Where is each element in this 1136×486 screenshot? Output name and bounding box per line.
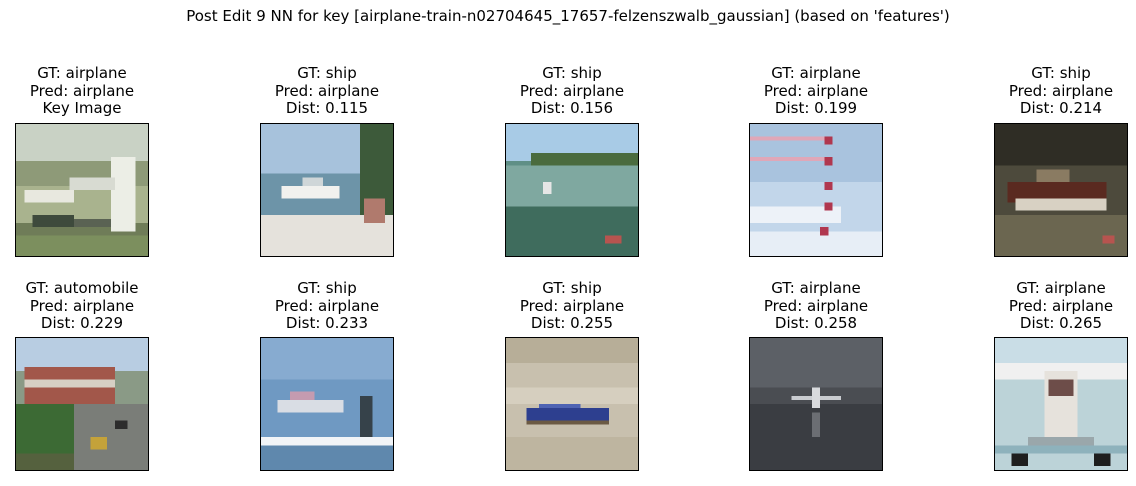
gt-label: GT: ship (297, 64, 357, 82)
pred-label: Pred: airplane (274, 296, 380, 315)
pred-label: Pred: airplane (519, 81, 625, 100)
neighbor-thumbnail (994, 123, 1128, 257)
neighbor-thumbnail (749, 337, 883, 471)
panel-1: GT: airplane Pred: airplane Key Image (0, 64, 172, 257)
panel-9: GT: airplane Pred: airplane Dist: 0.258 (726, 279, 906, 471)
pred-label: Pred: airplane (519, 296, 625, 315)
gt-label: GT: ship (1031, 64, 1091, 82)
neighbor-thumbnail (505, 337, 639, 471)
distance-label: Dist: 0.115 (285, 99, 369, 117)
distance-label: Dist: 0.258 (774, 314, 858, 332)
panel-7: GT: ship Pred: airplane Dist: 0.233 (237, 279, 417, 471)
distance-label: Dist: 0.265 (1019, 314, 1103, 332)
panel-5: GT: ship Pred: airplane Dist: 0.214 (971, 64, 1136, 257)
gt-label: GT: airplane (37, 64, 127, 82)
neighbor-thumbnail (260, 123, 394, 257)
panel-2: GT: ship Pred: airplane Dist: 0.115 (237, 64, 417, 257)
gt-label: GT: ship (542, 64, 602, 82)
gt-label: GT: automobile (25, 279, 139, 297)
panel-3: GT: ship Pred: airplane Dist: 0.156 (482, 64, 662, 257)
distance-label: Dist: 0.156 (530, 99, 614, 117)
figure-title: Post Edit 9 NN for key [airplane-train-n… (186, 7, 950, 25)
panel-8: GT: ship Pred: airplane Dist: 0.255 (482, 279, 662, 471)
neighbor-thumbnail (749, 123, 883, 257)
neighbor-thumbnail (260, 337, 394, 471)
distance-label: Dist: 0.214 (1019, 99, 1103, 117)
panel-10: GT: airplane Pred: airplane Dist: 0.265 (971, 279, 1136, 471)
pred-label: Pred: airplane (763, 296, 869, 315)
pred-label: Pred: airplane (274, 81, 380, 100)
pred-label: Pred: airplane (1008, 81, 1114, 100)
neighbor-thumbnail (994, 337, 1128, 471)
gt-label: GT: ship (297, 279, 357, 297)
neighbor-thumbnail (15, 337, 149, 471)
pred-label: Pred: airplane (1008, 296, 1114, 315)
gt-label: GT: ship (542, 279, 602, 297)
key-image-thumbnail (15, 123, 149, 257)
neighbor-thumbnail (505, 123, 639, 257)
distance-label: Dist: 0.229 (40, 314, 124, 332)
key-image-label: Key Image (42, 99, 122, 117)
panel-6: GT: automobile Pred: airplane Dist: 0.22… (0, 279, 172, 471)
distance-label: Dist: 0.255 (530, 314, 614, 332)
pred-label: Pred: airplane (763, 81, 869, 100)
pred-label: Pred: airplane (29, 296, 135, 315)
gt-label: GT: airplane (771, 64, 861, 82)
panel-4: GT: airplane Pred: airplane Dist: 0.199 (726, 64, 906, 257)
distance-label: Dist: 0.233 (285, 314, 369, 332)
pred-label: Pred: airplane (29, 81, 135, 100)
gt-label: GT: airplane (1016, 279, 1106, 297)
distance-label: Dist: 0.199 (774, 99, 858, 117)
gt-label: GT: airplane (771, 279, 861, 297)
